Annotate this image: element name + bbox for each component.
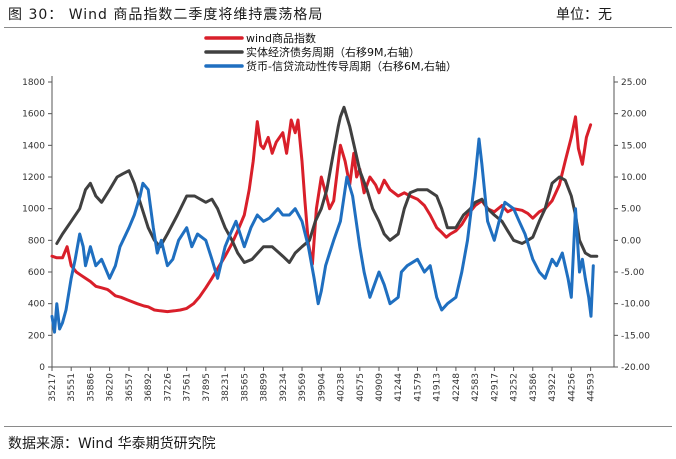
- left-tick-label: 400: [28, 300, 45, 310]
- chart-axes: 0 200 400 600 800 1000 1200 1400 1600 1800 -20.00 -…: [22, 76, 650, 402]
- x-tick-label: 38899: [260, 373, 270, 402]
- x-tick-label: 37561: [183, 373, 193, 402]
- x-tick-label: 36892: [144, 373, 154, 402]
- x-tick-label: 40575: [356, 373, 366, 402]
- data-source: 数据来源：Wind 华泰期货研究院: [8, 436, 216, 452]
- x-tick-label: 44256: [567, 373, 577, 402]
- x-tick-label: 37895: [202, 373, 212, 402]
- right-tick-label: -15.00: [621, 331, 650, 341]
- legend-label-3: 货币-信贷流动性传导周期（右移6M,右轴）: [246, 59, 457, 73]
- left-tick-label: 1400: [22, 141, 45, 151]
- right-tick-label: 5.00: [621, 205, 641, 215]
- left-tick-label: 1800: [22, 78, 45, 88]
- left-tick-label: 1000: [22, 205, 45, 215]
- right-tick-label: -5.00: [621, 268, 645, 278]
- left-tick-label: 1600: [22, 110, 45, 120]
- x-tick-label: 36220: [106, 373, 116, 402]
- x-tick-label: 35217: [48, 373, 58, 402]
- x-tick-label: 38231: [221, 373, 231, 402]
- legend-label-1: wind商品指数: [246, 31, 316, 45]
- x-tick-label: 39904: [317, 373, 327, 402]
- figure-title: 图 30： Wind 商品指数二季度将维持震荡格局: [8, 7, 324, 23]
- x-tick-label: 35551: [67, 373, 77, 402]
- x-tick-label: 40238: [336, 373, 346, 402]
- left-tick-label: 0: [39, 363, 45, 373]
- x-tick-label: 44593: [587, 373, 597, 402]
- left-tick-label: 1200: [22, 173, 45, 183]
- x-tick-label: 36557: [125, 373, 135, 402]
- top-rule: [4, 27, 672, 28]
- x-tick-label: 42917: [490, 373, 500, 402]
- x-tick-label: 42248: [452, 373, 462, 402]
- series-line-3: [50, 137, 595, 334]
- x-tick-label: 41913: [433, 373, 443, 402]
- right-tick-label: 25.00: [621, 78, 647, 88]
- legend-label-2: 实体经济债务周期（右移9M,右轴）: [246, 45, 420, 59]
- figure-header: 图 30： Wind 商品指数二季度将维持震荡格局 单位：无: [0, 0, 676, 28]
- x-tick-label: 40909: [375, 373, 385, 402]
- x-tick-label: 38565: [240, 373, 250, 402]
- right-tick-label: 15.00: [621, 141, 647, 151]
- right-tick-label: -10.00: [621, 300, 650, 310]
- x-tick-label: 42583: [471, 373, 481, 402]
- right-tick-label: 10.00: [621, 173, 647, 183]
- x-tick-label: 41244: [394, 373, 404, 402]
- x-tick-label: 35886: [86, 373, 96, 402]
- x-tick-label: 43922: [548, 373, 558, 402]
- bottom-rule: [4, 426, 672, 427]
- x-tick-label: 39234: [279, 373, 289, 402]
- x-tick-label: 43586: [529, 373, 539, 402]
- left-tick-label: 200: [28, 331, 45, 341]
- right-tick-label: -20.00: [621, 363, 650, 373]
- x-tick-label: 37226: [163, 373, 173, 402]
- right-tick-label: 0.00: [621, 236, 641, 246]
- right-tick-label: 20.00: [621, 110, 647, 120]
- left-tick-label: 600: [28, 268, 45, 278]
- series-line-2: [55, 105, 599, 264]
- left-tick-label: 800: [28, 236, 45, 246]
- unit-label: 单位：无: [556, 7, 612, 23]
- chart-legend: wind商品指数实体经济债务周期（右移9M,右轴）货币-信贷流动性传导周期（右移…: [204, 31, 457, 73]
- x-tick-label: 41579: [413, 373, 423, 402]
- x-tick-label: 39569: [298, 373, 308, 402]
- x-tick-label: 43252: [510, 373, 520, 402]
- line-chart: 0 200 400 600 800 1000 1200 1400 1600 1800 -20.00 -…: [22, 31, 650, 402]
- series-line-1: [50, 115, 593, 314]
- chart-series: [50, 105, 599, 334]
